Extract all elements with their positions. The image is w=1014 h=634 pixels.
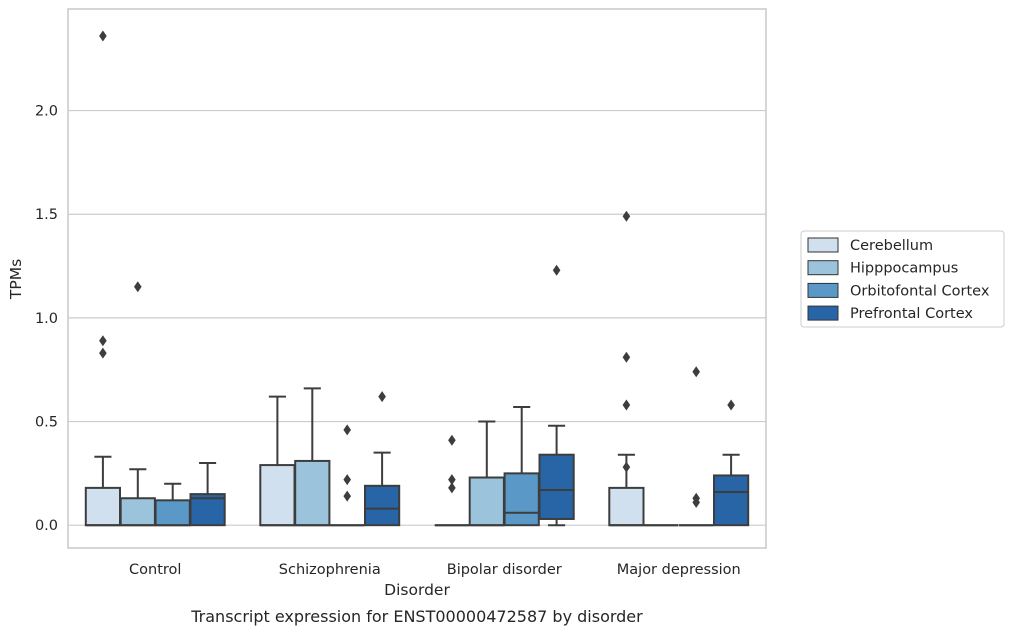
outlier-point: [99, 335, 107, 347]
grid-lines: [68, 109, 766, 526]
box-body: [468, 476, 505, 527]
outlier-point: [99, 347, 107, 359]
box-body: [503, 472, 540, 527]
outlier-point: [692, 366, 700, 378]
box-orbitofontal-cortex: [679, 366, 714, 527]
legend-label: Orbitofontal Cortex: [850, 283, 990, 299]
y-axis-ticks: 0.0 0.5 1.0 1.5 2.0: [35, 104, 58, 535]
box-cerebellum: [259, 395, 296, 527]
outlier-point: [552, 264, 561, 276]
x-axis-ticks: Control Schizophrenia Bipolar disorder Majo…: [129, 562, 741, 578]
legend-label: Prefrontal Cortex: [850, 306, 973, 322]
outlier-point: [343, 490, 351, 502]
box-body: [154, 499, 191, 527]
y-tick-label: 0.0: [35, 518, 58, 534]
legend-label: Hipppocampus: [850, 261, 958, 277]
outlier-point: [378, 391, 386, 403]
box-cerebellum: [608, 210, 645, 527]
legend: Cerebellum Hipppocampus Orbitofontal Corte…: [800, 230, 1005, 328]
y-tick-label: 1.0: [35, 311, 58, 327]
box-orbitofontal-cortex: [330, 424, 365, 527]
box-hipppocampus: [468, 420, 505, 527]
box-cerebellum: [84, 30, 122, 527]
box-body: [119, 497, 156, 527]
legend-swatch: [807, 260, 839, 276]
outlier-point: [692, 496, 700, 508]
box-orbitofontal-cortex: [154, 482, 191, 527]
legend-label: Cerebellum: [850, 238, 933, 254]
y-tick-label: 0.5: [35, 415, 58, 431]
plot-frame: [67, 8, 767, 549]
outlier-point: [622, 351, 631, 363]
box-prefrontal-cortex: [712, 399, 750, 527]
outlier-point: [343, 474, 351, 486]
box-body: [538, 453, 575, 520]
y-axis-title: TPMs: [7, 259, 25, 300]
outlier-point: [134, 281, 142, 293]
y-tick-label: 1.5: [35, 207, 58, 223]
outlier-point: [343, 424, 351, 436]
box-body: [712, 474, 750, 527]
x-axis-title: Disorder: [384, 581, 450, 599]
box-hipppocampus: [119, 281, 156, 527]
box-body: [363, 484, 401, 527]
outlier-point: [622, 461, 631, 473]
box-body: [259, 464, 296, 527]
box-body: [608, 486, 645, 527]
chart-title: Transcript expression for ENST0000047258…: [190, 607, 643, 626]
outlier-point: [448, 482, 456, 494]
box-orbitofontal-cortex: [503, 406, 540, 527]
boxplots: [84, 30, 750, 527]
box-prefrontal-cortex: [189, 462, 226, 527]
legend-swatch: [807, 237, 839, 253]
outlier-point: [448, 434, 456, 446]
y-tick-label: 2.0: [35, 104, 58, 120]
x-tick-label: Control: [129, 562, 181, 578]
x-tick-label: Bipolar disorder: [447, 562, 562, 578]
legend-frame: [800, 230, 1005, 328]
box-body: [294, 459, 331, 527]
legend-swatch: [807, 282, 839, 298]
outlier-point: [622, 210, 631, 222]
box-cerebellum: [434, 434, 470, 527]
box-hipppocampus: [294, 387, 331, 527]
outlier-point: [622, 399, 631, 411]
outlier-point: [448, 474, 456, 486]
box-body: [189, 493, 226, 527]
x-tick-label: Major depression: [617, 562, 741, 578]
outlier-point: [99, 30, 107, 42]
box-prefrontal-cortex: [363, 391, 401, 527]
legend-swatch: [807, 305, 839, 321]
box-body: [84, 486, 122, 527]
box-prefrontal-cortex: [538, 264, 575, 527]
x-tick-label: Schizophrenia: [279, 562, 381, 578]
outlier-point: [727, 399, 735, 411]
